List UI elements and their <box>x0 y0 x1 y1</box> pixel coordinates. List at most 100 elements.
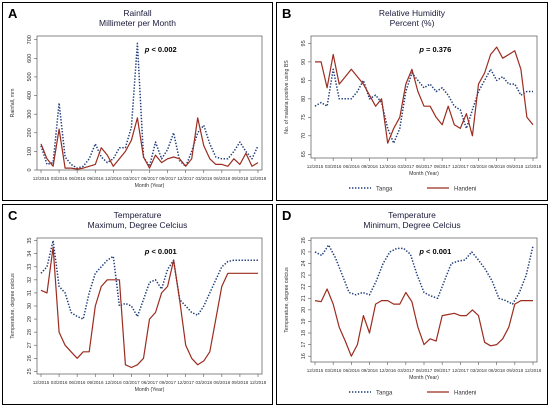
x-tick-label: 03/2016 <box>51 176 68 181</box>
series-line-tanga <box>40 42 259 169</box>
y-tick-label: 80 <box>301 96 307 102</box>
y-tick-label: 30 <box>27 303 33 309</box>
chart-title: Temperature <box>114 210 162 220</box>
x-axis-label: Month (Year) <box>409 171 439 177</box>
y-tick-label: 16 <box>301 353 307 359</box>
x-tick-label: 03/2016 <box>51 380 68 385</box>
x-tick-label: 09/2016 <box>87 176 104 181</box>
y-axis-label: Temperature, degree celcius <box>284 267 290 333</box>
y-tick-label: 32 <box>27 277 33 283</box>
y-axis-label: Temperature, degree celcius <box>10 273 16 339</box>
y-tick-label: 19 <box>301 318 307 324</box>
x-tick-label: 12/2015 <box>307 368 324 373</box>
panel-d: D Temperature Minimum, Degree Celcius 16 17… <box>276 204 548 405</box>
chart-title: Relative Humidity <box>379 8 446 18</box>
series-line-handeni <box>40 246 258 369</box>
x-tick-label: 03/2017 <box>123 176 140 181</box>
x-tick-label: 06/2018 <box>488 368 505 373</box>
x-tick-label: 12/2015 <box>33 380 50 385</box>
panel-b: B Relative Humidity Percent (%) 65 70 75 80 85… <box>276 2 548 201</box>
y-tick-label: 18 <box>301 330 307 336</box>
y-tick-label: 90 <box>301 59 307 65</box>
chart-title: Rainfall <box>123 8 151 18</box>
y-tick-label: 27 <box>27 342 33 348</box>
x-tick-label: 09/2017 <box>434 368 451 373</box>
chart-subtitle: Percent (%) <box>390 18 435 28</box>
x-tick-label: 03/2016 <box>325 164 342 169</box>
x-tick-label: 03/2018 <box>470 368 487 373</box>
panel-a: A Rainfall Millimeter per Month 0 100 200 300… <box>2 2 273 201</box>
x-tick-label: 03/2018 <box>195 380 212 385</box>
x-tick-label: 12/2015 <box>307 164 324 169</box>
x-tick-label: 03/2017 <box>398 368 415 373</box>
y-axis-label: Rainfall, mm <box>10 89 16 118</box>
y-tick-label: 20 <box>301 307 307 313</box>
y-tick-label: 34 <box>27 251 33 257</box>
panel-letter-c: C <box>8 208 18 223</box>
y-tick-label: 26 <box>301 237 307 243</box>
chart-subtitle: Millimeter per Month <box>99 18 176 28</box>
x-tick-label: 03/2016 <box>325 368 342 373</box>
plot-frame <box>36 237 263 375</box>
y-tick-label: 31 <box>27 290 33 296</box>
y-tick-label: 100 <box>27 147 33 156</box>
x-tick-label: 06/2018 <box>214 176 231 181</box>
x-tick-label: 03/2018 <box>470 164 487 169</box>
y-axis-label: No. of malaria positive using BS <box>284 60 290 134</box>
y-tick-label: 500 <box>27 72 33 81</box>
x-tick-label: 09/2018 <box>507 164 524 169</box>
y-tick-label: 0 <box>27 168 33 171</box>
x-tick-label: 09/2018 <box>232 176 249 181</box>
y-tick-label: 700 <box>27 35 33 44</box>
y-tick-label: 24 <box>301 260 307 266</box>
x-tick-label: 09/2016 <box>361 368 378 373</box>
y-tick-label: 75 <box>301 114 307 120</box>
x-tick-label: 12/2018 <box>250 380 267 385</box>
y-tick-label: 22 <box>301 284 307 290</box>
x-tick-label: 09/2016 <box>87 380 104 385</box>
chart-title: Temperature <box>388 210 436 220</box>
x-tick-label: 06/2016 <box>343 164 360 169</box>
x-tick-label: 06/2016 <box>69 176 86 181</box>
y-tick-label: 35 <box>27 238 33 244</box>
panel-letter-b: B <box>282 6 292 21</box>
x-tick-label: 03/2018 <box>195 176 212 181</box>
x-tick-label: 12/2016 <box>379 164 396 169</box>
y-tick-label: 400 <box>27 91 33 100</box>
y-tick-label: 600 <box>27 54 33 63</box>
y-tick-label: 17 <box>301 342 307 348</box>
x-tick-label: 06/2017 <box>141 380 158 385</box>
panel-letter-a: A <box>8 6 18 21</box>
y-tick-label: 21 <box>301 295 307 301</box>
legend-label-handeni: Handeni <box>454 391 476 397</box>
x-tick-label: 03/2017 <box>398 164 415 169</box>
series-line-handeni <box>314 288 533 357</box>
x-tick-label: 12/2016 <box>105 380 122 385</box>
p-value-annotation: p < 0.001 <box>144 247 177 256</box>
x-tick-label: 12/2018 <box>250 176 267 181</box>
legend-label-tanga: Tanga <box>376 391 393 397</box>
y-tick-label: 33 <box>27 264 33 270</box>
x-tick-label: 06/2016 <box>343 368 360 373</box>
p-value-annotation: p = 0.376 <box>418 45 451 54</box>
y-tick-label: 29 <box>27 316 33 322</box>
chart-subtitle: Minimum, Degree Celcius <box>363 220 460 230</box>
series-line-tanga <box>314 244 534 305</box>
y-tick-label: 85 <box>301 77 307 83</box>
x-tick-label: 06/2017 <box>416 368 433 373</box>
y-tick-label: 95 <box>301 40 307 46</box>
legend-label-tanga: Tanga <box>376 187 393 193</box>
x-tick-label: 09/2017 <box>159 176 176 181</box>
series-line-tanga <box>314 68 533 144</box>
x-tick-label: 12/2016 <box>105 176 122 181</box>
y-tick-label: 65 <box>301 151 307 157</box>
y-tick-label: 25 <box>27 368 33 374</box>
x-tick-label: 03/2017 <box>123 380 140 385</box>
panel-c: C Temperature Maximum, Degree Celcius 25 26… <box>2 204 273 405</box>
panel-letter-d: D <box>282 208 292 223</box>
